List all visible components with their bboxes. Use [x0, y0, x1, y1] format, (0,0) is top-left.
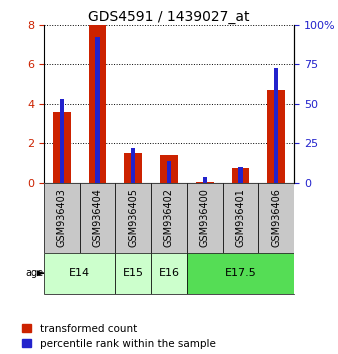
Bar — [202, 177, 207, 183]
Bar — [187, 253, 294, 294]
Text: GSM936405: GSM936405 — [128, 188, 138, 247]
Bar — [151, 253, 187, 294]
Bar — [44, 253, 115, 294]
Bar — [44, 183, 80, 253]
Bar — [232, 168, 249, 183]
Text: E14: E14 — [69, 268, 90, 278]
Bar — [131, 148, 136, 183]
Text: GSM936406: GSM936406 — [271, 188, 281, 247]
Bar — [187, 183, 223, 253]
Bar — [238, 167, 243, 183]
Bar — [89, 25, 106, 183]
Bar — [95, 38, 100, 183]
Text: GSM936401: GSM936401 — [236, 188, 245, 247]
Text: E15: E15 — [123, 268, 144, 278]
Text: E16: E16 — [159, 268, 179, 278]
Bar — [274, 68, 278, 183]
Bar — [196, 182, 214, 183]
Title: GDS4591 / 1439027_at: GDS4591 / 1439027_at — [88, 10, 250, 24]
Bar — [167, 161, 171, 183]
Bar — [53, 112, 71, 183]
Bar — [160, 155, 178, 183]
Text: GSM936402: GSM936402 — [164, 188, 174, 247]
Bar — [267, 90, 285, 183]
Text: age: age — [25, 268, 43, 278]
Bar — [258, 183, 294, 253]
Bar — [151, 183, 187, 253]
Legend: transformed count, percentile rank within the sample: transformed count, percentile rank withi… — [22, 324, 216, 349]
Text: GSM936400: GSM936400 — [200, 188, 210, 247]
Bar — [124, 153, 142, 183]
Text: E17.5: E17.5 — [224, 268, 256, 278]
Text: GSM936404: GSM936404 — [93, 188, 102, 247]
Bar — [60, 99, 64, 183]
Bar — [115, 253, 151, 294]
Text: GSM936403: GSM936403 — [57, 188, 67, 247]
Bar — [223, 183, 258, 253]
Bar — [115, 183, 151, 253]
Bar — [80, 183, 115, 253]
